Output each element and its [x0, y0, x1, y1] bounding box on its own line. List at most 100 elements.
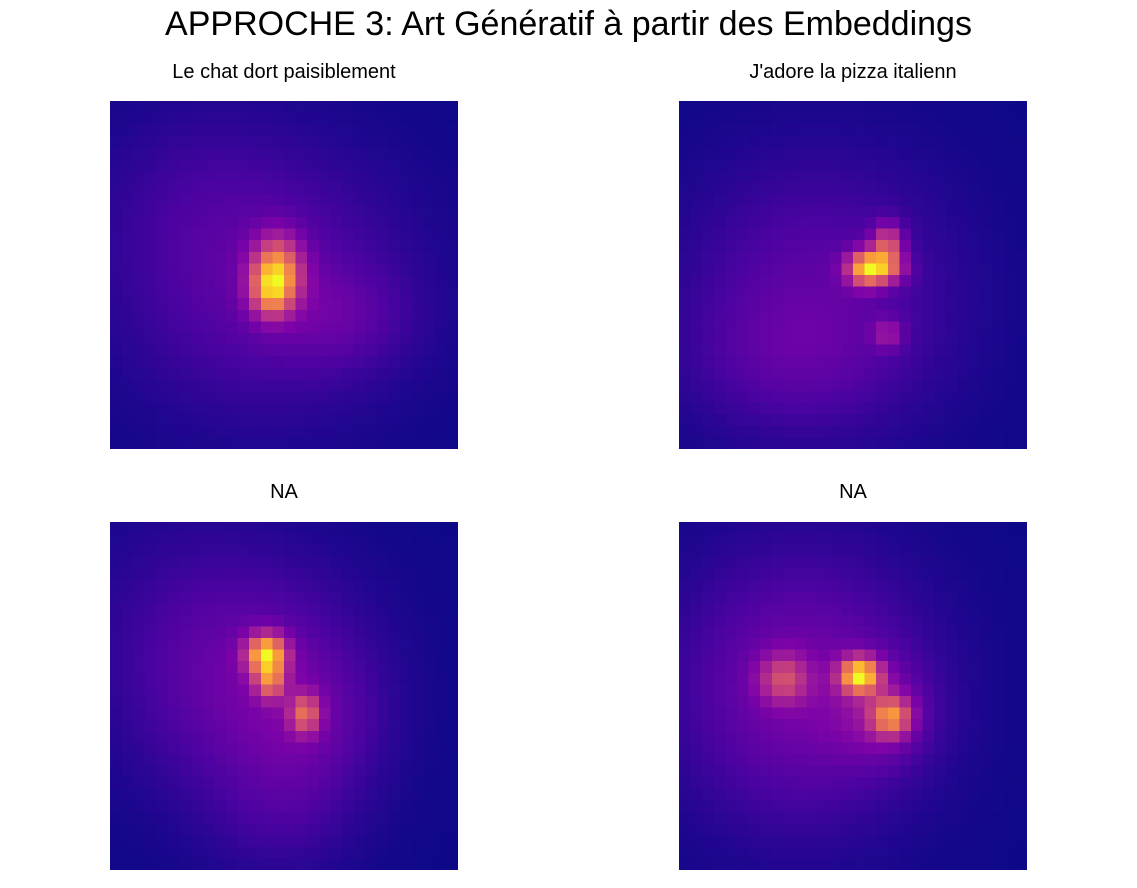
heatmap-cell: [249, 309, 262, 322]
heatmap-cell: [365, 402, 378, 415]
heatmap-cell: [783, 742, 796, 755]
heatmap-cell: [690, 672, 703, 685]
heatmap-cell: [249, 333, 262, 346]
heatmap-cell: [911, 344, 924, 357]
heatmap-cell: [411, 437, 424, 449]
heatmap-cell: [376, 135, 389, 148]
heatmap-cell: [818, 719, 831, 732]
heatmap-cell: [876, 556, 889, 569]
heatmap-cell: [434, 344, 447, 357]
heatmap-cell: [922, 823, 935, 836]
heatmap-cell: [423, 182, 436, 195]
heatmap-cell: [992, 240, 1005, 253]
heatmap-cell: [957, 649, 970, 662]
heatmap-cell: [969, 580, 982, 593]
heatmap-cell: [342, 684, 355, 697]
heatmap-cell: [237, 696, 250, 709]
heatmap-cell: [702, 672, 715, 685]
heatmap-cell: [330, 684, 343, 697]
heatmap-cell: [934, 391, 947, 404]
heatmap-cell: [226, 603, 239, 616]
heatmap-cell: [156, 240, 169, 253]
heatmap-cell: [992, 696, 1005, 709]
heatmap-cell: [702, 217, 715, 230]
heatmap-cell: [853, 638, 866, 651]
heatmap-cell: [342, 321, 355, 334]
heatmap-cell: [980, 228, 993, 241]
heatmap-cell: [876, 402, 889, 415]
heatmap-cell: [841, 402, 854, 415]
heatmap-cell: [411, 591, 424, 604]
heatmap-cell: [1003, 800, 1016, 813]
heatmap-cell: [945, 240, 958, 253]
heatmap-cell: [179, 286, 192, 299]
heatmap-cell: [829, 193, 842, 206]
heatmap-cell: [318, 788, 331, 801]
heatmap-cell: [423, 754, 436, 767]
heatmap-cell: [434, 391, 447, 404]
heatmap-cell: [737, 696, 750, 709]
heatmap-cell: [168, 800, 181, 813]
heatmap-cell: [249, 425, 262, 438]
heatmap-cell: [887, 159, 900, 172]
heatmap-cell: [121, 286, 134, 299]
heatmap-cell: [330, 124, 343, 137]
heatmap-cell: [748, 344, 761, 357]
heatmap-cell: [330, 835, 343, 848]
heatmap-cell: [156, 754, 169, 767]
heatmap-cell: [179, 170, 192, 183]
heatmap-cell: [156, 626, 169, 639]
heatmap-cell: [318, 684, 331, 697]
heatmap-cell: [829, 147, 842, 160]
heatmap-cell: [748, 356, 761, 369]
heatmap-cell: [133, 661, 146, 674]
heatmap-cell: [887, 858, 900, 870]
heatmap-cell: [748, 823, 761, 836]
heatmap-cell: [748, 309, 761, 322]
heatmap-cell: [434, 217, 447, 230]
heatmap-cell: [899, 614, 912, 627]
heatmap-cell: [841, 638, 854, 651]
heatmap-cell: [911, 707, 924, 720]
heatmap-cell: [911, 812, 924, 825]
heatmap-cell: [342, 124, 355, 137]
heatmap-cell: [679, 344, 692, 357]
heatmap-cell: [795, 522, 808, 535]
heatmap-cell: [887, 522, 900, 535]
heatmap-cell: [121, 614, 134, 627]
heatmap-cell: [969, 719, 982, 732]
heatmap-cell: [168, 812, 181, 825]
heatmap-cell: [992, 159, 1005, 172]
heatmap-cell: [737, 788, 750, 801]
heatmap-cell: [980, 402, 993, 415]
heatmap-cell: [702, 603, 715, 616]
heatmap-cell: [226, 684, 239, 697]
heatmap-cell: [330, 800, 343, 813]
heatmap-cell: [342, 251, 355, 264]
heatmap-cell: [841, 672, 854, 685]
heatmap-cell: [980, 580, 993, 593]
heatmap-cell: [922, 672, 935, 685]
heatmap-cell: [318, 356, 331, 369]
heatmap-cell: [864, 730, 877, 743]
heatmap-cell: [295, 112, 308, 125]
heatmap-cell: [887, 205, 900, 218]
heatmap-cell: [841, 522, 854, 535]
heatmap-cell: [992, 614, 1005, 627]
heatmap-cell: [771, 823, 784, 836]
heatmap-cell: [121, 159, 134, 172]
heatmap-cell: [342, 217, 355, 230]
heatmap-cell: [969, 730, 982, 743]
heatmap-cell: [887, 286, 900, 299]
heatmap-cell: [249, 414, 262, 427]
heatmap-cell: [945, 344, 958, 357]
heatmap-cell: [899, 112, 912, 125]
heatmap-cell: [679, 835, 692, 848]
heatmap-cell: [899, 556, 912, 569]
heatmap-cell: [702, 765, 715, 778]
heatmap-cell: [144, 205, 157, 218]
heatmap-cell: [179, 309, 192, 322]
heatmap-cell: [922, 112, 935, 125]
heatmap-cell: [376, 437, 389, 449]
heatmap-cell: [806, 159, 819, 172]
